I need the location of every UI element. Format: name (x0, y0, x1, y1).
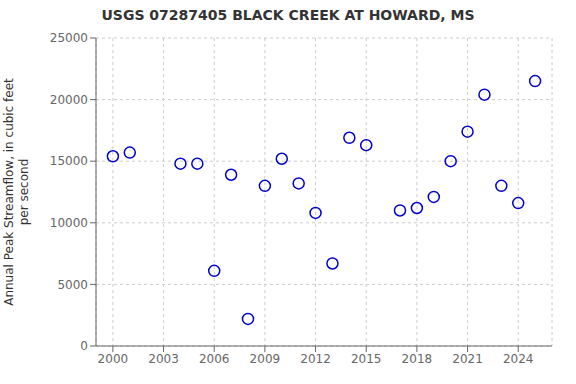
svg-text:15000: 15000 (50, 154, 88, 168)
svg-text:2006: 2006 (199, 352, 230, 366)
svg-text:20000: 20000 (50, 93, 88, 107)
svg-text:2015: 2015 (351, 352, 382, 366)
svg-text:2024: 2024 (503, 352, 534, 366)
svg-text:2021: 2021 (452, 352, 483, 366)
svg-text:25000: 25000 (50, 31, 88, 45)
svg-text:0: 0 (80, 339, 88, 353)
html-text:USGS 07287405 BLACK CREEK AT H: USGS 07287405 BLACK CREEK AT HOWARD, MS (101, 7, 475, 23)
svg-text:5000: 5000 (57, 278, 88, 292)
svg-text:2018: 2018 (402, 352, 433, 366)
svg-text:2003: 2003 (148, 352, 179, 366)
svg-text:2012: 2012 (300, 352, 331, 366)
svg-text:Annual Peak Streamflow, in cub: Annual Peak Streamflow, in cubic feetper… (2, 78, 31, 306)
svg-text:10000: 10000 (50, 216, 88, 230)
svg-text:2009: 2009 (250, 352, 281, 366)
svg-text:2000: 2000 (98, 352, 129, 366)
